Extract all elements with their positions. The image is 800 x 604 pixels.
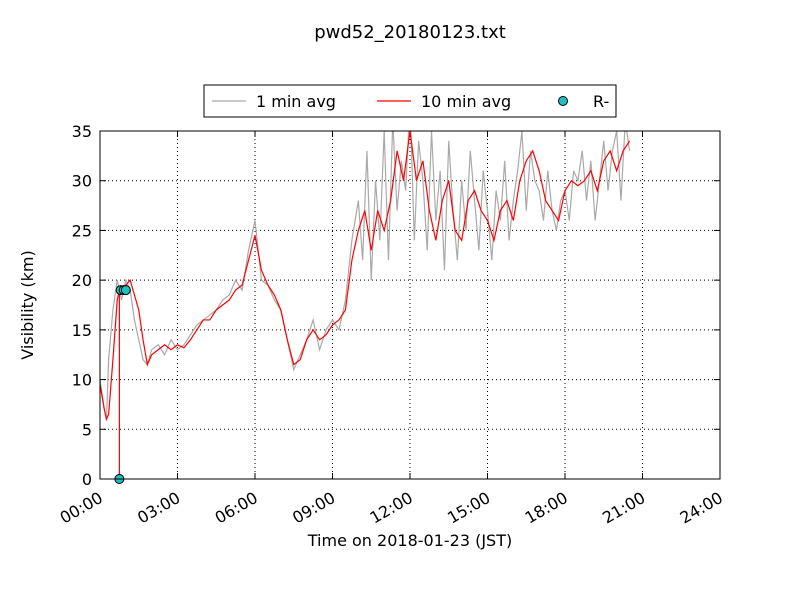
legend-swatch [558, 96, 568, 106]
y-tick-label: 15 [72, 321, 92, 340]
plot-frame [99, 130, 721, 480]
chart-title: pwd52_20180123.txt [314, 22, 506, 43]
series-line [100, 131, 631, 479]
y-tick-label: 25 [72, 221, 92, 240]
y-tick-label: 35 [72, 122, 92, 141]
y-tick-label: 5 [82, 420, 92, 439]
marker [120, 285, 131, 296]
y-tick-label: 30 [72, 172, 92, 191]
legend-label: 1 min avg [256, 92, 336, 111]
y-tick-label: 0 [82, 470, 92, 489]
y-tick-label: 10 [72, 371, 92, 390]
legend-label: 10 min avg [421, 92, 511, 111]
plot-area [100, 131, 631, 479]
legend-label: R- [593, 92, 609, 111]
x-axis-label: Time on 2018-01-23 (JST) [307, 531, 512, 550]
legend: 1 min avg 10 min avg R- [203, 84, 617, 118]
y-axis-label: Visibility (km) [18, 250, 37, 359]
y-tick-label: 20 [72, 271, 92, 290]
